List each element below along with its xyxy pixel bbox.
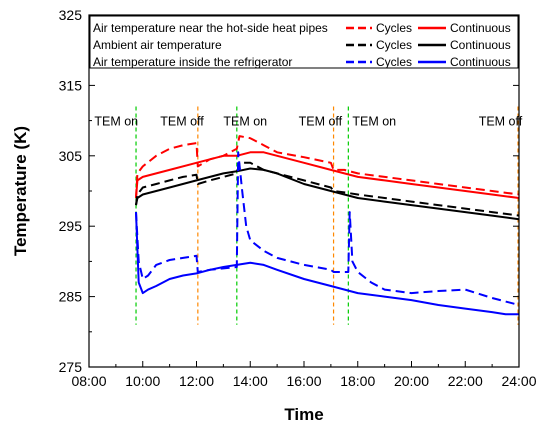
event-annotation: TEM on bbox=[223, 115, 267, 129]
x-tick-label: 14:00 bbox=[233, 373, 268, 389]
legend-continuous-label: Continuous bbox=[450, 55, 511, 69]
y-tick-label: 315 bbox=[59, 77, 83, 93]
series-line-dashed bbox=[135, 151, 519, 306]
x-tick-label: 20:00 bbox=[394, 373, 429, 389]
x-axis: 08:00 10:00 12:00 14:00 16:00 18:00 20:00 22:00… bbox=[71, 15, 537, 389]
y-axis: 275 285 295 305 315 325 bbox=[59, 7, 519, 375]
x-axis-label: Time bbox=[284, 405, 323, 424]
event-annotation: TEM off bbox=[479, 115, 523, 129]
y-axis-label: Temperature (K) bbox=[11, 126, 30, 256]
event-annotation: TEM on bbox=[352, 115, 396, 129]
event-annotation: TEM on bbox=[94, 115, 138, 129]
event-annotation: TEM off bbox=[299, 115, 343, 129]
x-tick-label: 22:00 bbox=[448, 373, 483, 389]
legend-label: Air temperature inside the refrigerator bbox=[93, 55, 292, 69]
series-line-dashed bbox=[135, 161, 519, 217]
x-tick-label: 08:00 bbox=[71, 373, 106, 389]
legend-cycles-label: Cycles bbox=[376, 38, 412, 52]
legend-continuous-label: Continuous bbox=[450, 21, 511, 35]
y-tick-label: 325 bbox=[59, 7, 83, 23]
event-annotations: TEM on TEM off TEM on TEM off TEM on TEM off bbox=[94, 115, 522, 129]
x-tick-label: 10:00 bbox=[125, 373, 160, 389]
y-tick-label: 305 bbox=[59, 148, 83, 164]
y-tick-label: 295 bbox=[59, 218, 83, 234]
legend-box bbox=[89, 15, 519, 69]
x-tick-label: 24:00 bbox=[501, 373, 536, 389]
legend-cycles-label: Cycles bbox=[376, 55, 412, 69]
legend-label: Ambient air temperature bbox=[93, 38, 222, 52]
series-layer bbox=[135, 135, 519, 316]
y-tick-label: 275 bbox=[59, 359, 83, 375]
series-line-dashed bbox=[135, 135, 519, 199]
legend-continuous-label: Continuous bbox=[450, 38, 511, 52]
x-tick-label: 18:00 bbox=[340, 373, 375, 389]
legend-label: Air temperature near the hot-side heat p… bbox=[93, 21, 328, 35]
event-annotation: TEM off bbox=[160, 115, 204, 129]
x-tick-label: 12:00 bbox=[179, 373, 214, 389]
legend-cycles-label: Cycles bbox=[376, 21, 412, 35]
y-tick-label: 285 bbox=[59, 289, 83, 305]
series-line-solid bbox=[135, 151, 519, 199]
series-line-solid bbox=[135, 167, 519, 221]
event-lines bbox=[135, 106, 519, 325]
x-tick-label: 16:00 bbox=[286, 373, 321, 389]
series-line-solid bbox=[135, 212, 519, 316]
legend: Air temperature near the hot-side heat p… bbox=[89, 15, 519, 69]
